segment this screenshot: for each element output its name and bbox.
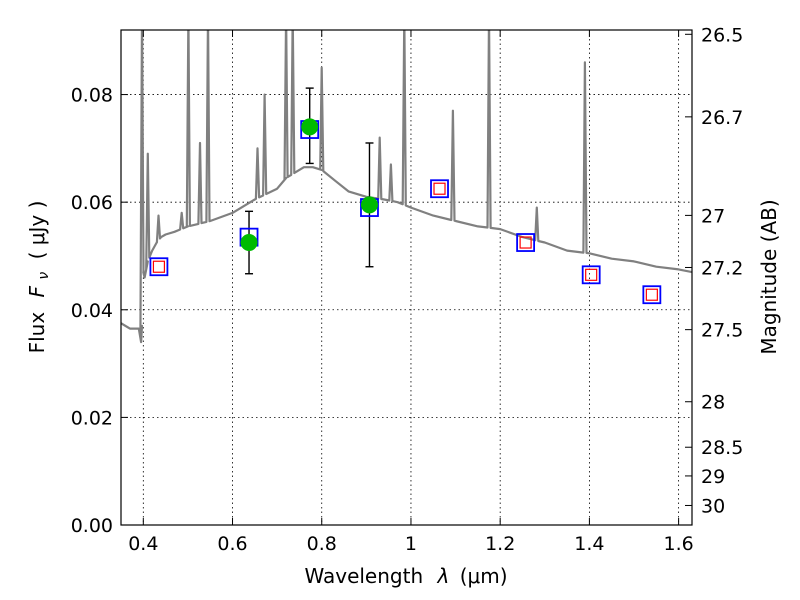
- plot-area: [121, 30, 692, 344]
- y2-tick-label: 28: [701, 392, 725, 414]
- y-tick-label: 0.04: [71, 300, 113, 322]
- model-photometry-marker: [149, 257, 169, 277]
- x-axis-title-unit: (μm): [460, 564, 508, 588]
- model-photometry-marker: [516, 233, 536, 252]
- y2-tick-label: 27.5: [701, 320, 743, 342]
- observed-flux-point: [301, 118, 319, 136]
- grid-layer: [121, 30, 692, 526]
- x-tick-label: 1.6: [664, 533, 694, 555]
- inner-square-marker: [585, 268, 598, 281]
- y-tick-label: 0.02: [71, 407, 113, 429]
- y2-tick-label: 30: [701, 495, 725, 517]
- x-tick-label: 1: [405, 533, 417, 555]
- axes-layer: 0.4 0.6 0.8 1 1.2 1.4 1.6 0.00 0.02 0.04 0.06 0.08 2…: [71, 24, 744, 555]
- y2-tick-label: 27: [701, 205, 725, 227]
- observed-flux-point: [240, 234, 258, 252]
- inner-square-marker: [152, 260, 166, 273]
- y-tick-label: 0.08: [71, 85, 113, 107]
- inner-square-marker: [645, 288, 658, 301]
- y2-tick-label: 27.2: [701, 257, 743, 279]
- y-axis-title-subscript: ν: [36, 272, 52, 280]
- x-tick-label: 0.8: [307, 533, 337, 555]
- y2-tick-label: 26.5: [701, 24, 743, 46]
- y-axis-title-text: Flux: [25, 312, 49, 354]
- observed-flux-point: [360, 196, 378, 214]
- y-axis-title-unit: ( μJy ): [25, 201, 49, 260]
- y-axis-title: Flux F ν ( μJy ): [25, 201, 53, 354]
- plot-frame: [120, 29, 693, 526]
- inner-square-marker: [433, 182, 446, 195]
- inner-square-marker: [519, 236, 532, 249]
- x-axis-title-symbol: λ: [437, 564, 450, 588]
- x-axis-title: Wavelength λ (μm): [304, 564, 507, 588]
- y2-tick-label: 26.7: [701, 107, 743, 129]
- model-photometry-marker: [581, 265, 601, 285]
- sed-model-line: [121, 30, 692, 344]
- x-tick-label: 1.4: [574, 533, 604, 555]
- x-tick-label: 1.2: [485, 533, 515, 555]
- y2-axis-title: Magnitude (AB): [757, 199, 781, 354]
- y2-tick-label: 28.5: [701, 437, 743, 459]
- model-photometry-marker: [642, 285, 662, 305]
- y-tick-label: 0.06: [71, 192, 113, 214]
- y2-tick-label: 29: [701, 466, 725, 488]
- x-tick-label: 0.4: [128, 533, 158, 555]
- x-tick-label: 0.6: [217, 533, 247, 555]
- x-axis-title-text: Wavelength: [304, 564, 423, 588]
- y-axis-title-symbol: F: [25, 285, 49, 297]
- y-tick-label: 0.00: [71, 515, 113, 537]
- model-photometry-marker: [430, 179, 449, 199]
